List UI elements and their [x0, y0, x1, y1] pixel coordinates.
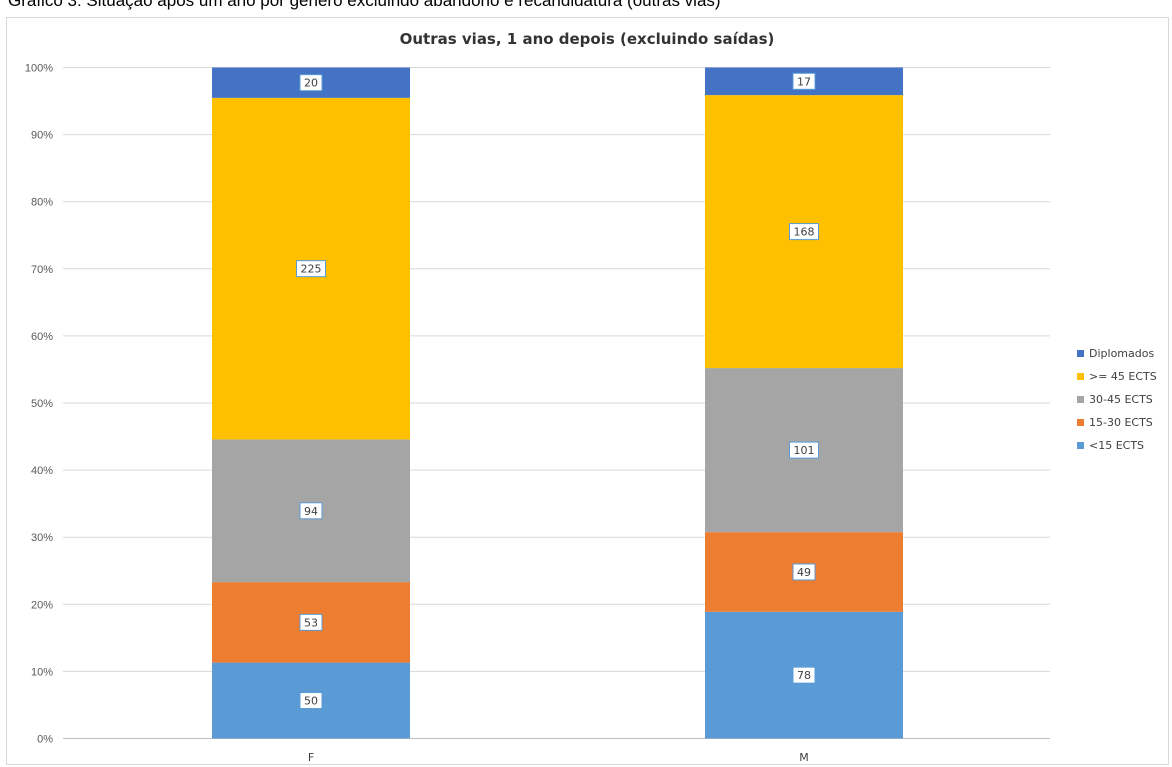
legend-label: 30-45 ECTS — [1089, 393, 1153, 406]
data-label-box — [792, 666, 816, 684]
y-tick-label: 70% — [31, 264, 53, 276]
data-label: 53 — [304, 616, 318, 629]
data-label-box — [789, 223, 819, 241]
data-label-box — [299, 692, 323, 710]
data-label: 168 — [794, 226, 815, 239]
y-tick-label: 20% — [31, 599, 53, 611]
data-label-box — [299, 613, 323, 631]
data-label: 225 — [301, 263, 322, 276]
legend-label: 15-30 ECTS — [1089, 416, 1153, 429]
y-tick-label: 10% — [31, 666, 53, 678]
y-axis-tick-labels: 0% 10% 20% 30% 40% 50% 60% 70% 80% 90% 100% — [25, 63, 53, 746]
legend-swatch — [1077, 442, 1084, 449]
y-tick-label: 60% — [31, 331, 53, 343]
legend-swatch — [1077, 350, 1084, 357]
data-label-box — [789, 441, 819, 459]
data-label: 78 — [797, 669, 811, 682]
legend-label: >= 45 ECTS — [1089, 370, 1157, 383]
legend-swatch — [1077, 373, 1084, 380]
y-tick-label: 0% — [37, 734, 53, 746]
chart-title: Outras vias, 1 ano depois (excluindo saí… — [400, 30, 775, 48]
y-tick-label: 30% — [31, 532, 53, 544]
data-label: 49 — [797, 566, 811, 579]
data-label: 101 — [794, 444, 815, 457]
data-label: 50 — [304, 695, 318, 708]
legend-label: <15 ECTS — [1089, 439, 1144, 452]
data-label: 94 — [304, 505, 318, 518]
y-tick-label: 90% — [31, 130, 53, 142]
legend-label: Diplomados — [1089, 347, 1154, 360]
x-category-label: F — [308, 751, 314, 764]
y-tick-label: 40% — [31, 465, 53, 477]
legend-swatch — [1077, 419, 1084, 426]
data-label-box — [299, 502, 323, 520]
chart-frame — [6, 17, 1169, 765]
data-label-box — [296, 260, 326, 278]
data-labels: 50 53 94 225 20 78 49 101 168 17 — [296, 72, 819, 710]
data-label: 20 — [304, 77, 318, 90]
data-label: 17 — [797, 75, 811, 88]
y-tick-label: 80% — [31, 197, 53, 209]
data-label-box — [792, 72, 816, 90]
data-label-box — [792, 563, 816, 581]
legend: Diplomados >= 45 ECTS 30-45 ECTS 15-30 ECTS… — [1077, 347, 1157, 452]
figure-caption: Gráfico 3: Situação após um ano por géne… — [8, 0, 721, 10]
data-label-box — [299, 74, 323, 92]
y-tick-label: 100% — [25, 63, 53, 75]
x-category-label: M — [799, 751, 809, 764]
legend-swatch — [1077, 396, 1084, 403]
y-tick-label: 50% — [31, 398, 53, 410]
